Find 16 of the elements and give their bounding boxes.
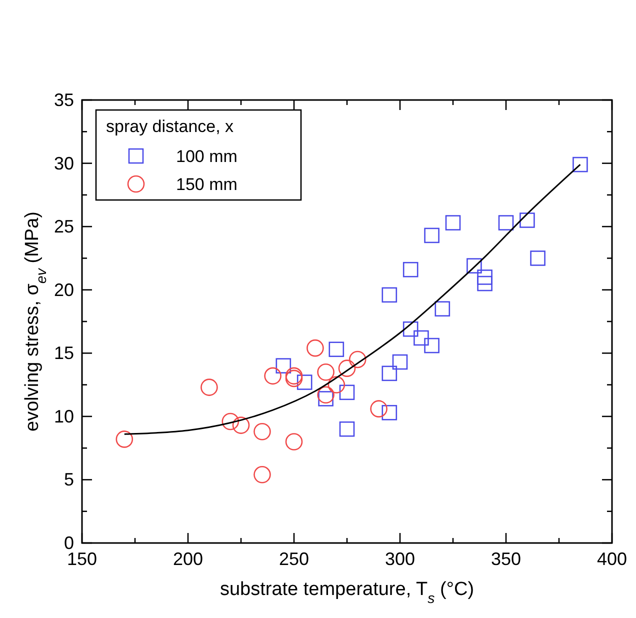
legend-title: spray distance, x xyxy=(106,117,234,136)
y-tick-label: 35 xyxy=(54,90,74,110)
x-axis-title: substrate temperature, T$_{s}$ (°C) xyxy=(220,579,474,607)
y-tick-label: 30 xyxy=(54,153,74,174)
x-tick-label: 400 xyxy=(596,549,628,569)
y-tick-label: 20 xyxy=(54,280,74,300)
x-tick-label: 350 xyxy=(490,549,522,569)
legend-label: 150 mm xyxy=(176,175,238,194)
y-tick-label: 10 xyxy=(54,406,74,426)
x-tick-label: 300 xyxy=(384,549,416,569)
x-tick-label: 200 xyxy=(172,549,204,569)
legend-label: 100 mm xyxy=(176,147,238,166)
y-tick-label: 5 xyxy=(64,470,74,490)
y-tick-label: 15 xyxy=(54,343,74,364)
x-tick-label: 250 xyxy=(278,549,310,569)
y-tick-label: 25 xyxy=(54,216,74,237)
